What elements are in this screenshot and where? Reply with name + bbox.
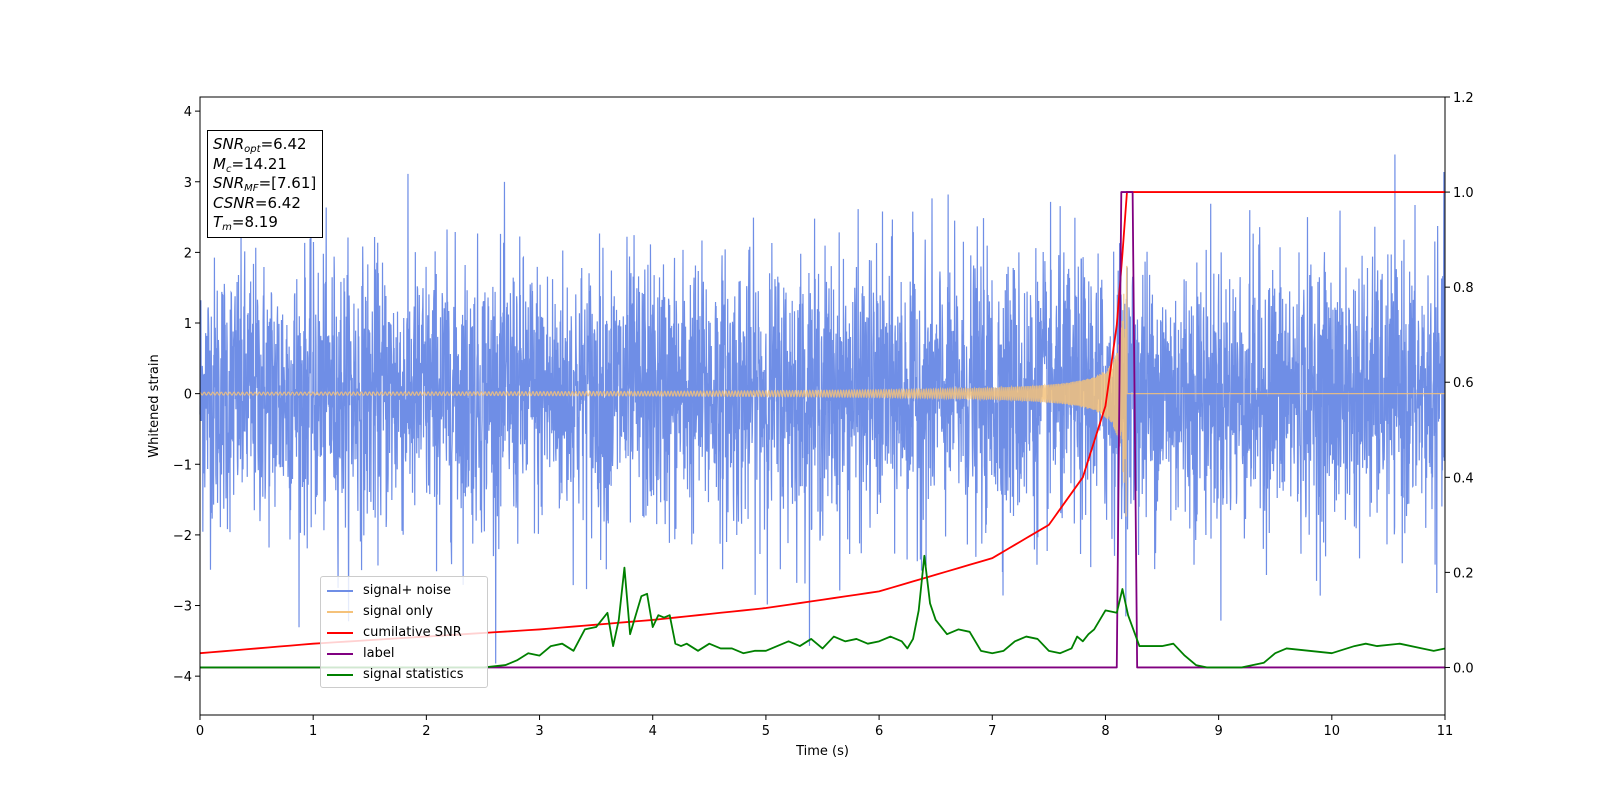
legend-item: label <box>325 643 483 664</box>
stats-row: SNRMF=[7.61] <box>213 174 316 194</box>
legend-item: signal only <box>325 601 483 622</box>
stats-symbol: M <box>213 154 226 173</box>
y-tick-label: 3 <box>184 176 192 191</box>
stats-value: =[7.61] <box>258 174 317 192</box>
legend-label: cumilative SNR <box>363 625 462 640</box>
stats-value: =14.21 <box>231 154 287 173</box>
series-signal-statistics <box>200 554 1446 669</box>
stats-row: Tm=8.19 <box>213 213 316 233</box>
y-tick-label: −1 <box>173 458 192 473</box>
stats-value: =6.42 <box>260 135 307 153</box>
x-tick-label: 7 <box>988 724 996 739</box>
x-tick-label: 4 <box>649 724 657 739</box>
y-right-tick-label: 0.4 <box>1453 471 1474 486</box>
series-line-signal-only <box>199 265 1445 517</box>
x-tick-label: 3 <box>535 724 543 739</box>
series-cumulative-snr <box>199 191 1445 655</box>
stats-symbol: CSNR <box>213 193 255 212</box>
y-right-tick-label: 1.2 <box>1453 91 1474 106</box>
series-label <box>200 191 1445 669</box>
plot-frame <box>199 96 1446 716</box>
y-tick-label: −2 <box>173 529 192 544</box>
legend-swatch <box>327 589 353 592</box>
legend-item: signal statistics <box>325 664 483 685</box>
y-right-tick-label: 0.2 <box>1453 566 1474 581</box>
legend-label: signal statistics <box>363 667 464 682</box>
x-tick-label: 6 <box>875 724 883 739</box>
legend-item: signal+ noise <box>325 580 483 601</box>
stats-value: =6.42 <box>254 193 301 212</box>
x-axis-label: Time (s) <box>795 744 849 759</box>
y-tick-label: 1 <box>184 317 192 332</box>
legend-swatch <box>327 631 353 634</box>
y-right-tick-label: 1.0 <box>1453 186 1474 201</box>
x-tick-label: 5 <box>762 724 770 739</box>
legend-swatch <box>327 610 353 613</box>
series-signal-only <box>199 265 1445 517</box>
legend-label: signal only <box>363 604 434 619</box>
y-tick-label: −3 <box>173 600 192 615</box>
y-axis-left: −4 −3 −2 −1 0 1 2 3 4 <box>173 105 200 685</box>
stats-subscript: c <box>225 163 232 175</box>
stats-symbol: SNR <box>213 174 245 192</box>
stats-subscript: opt <box>244 144 261 155</box>
y-axis-label: Whitened strain <box>147 354 162 457</box>
stats-annotation-box: SNRopt=6.42 Mc=14.21 SNRMF=[7.61] CSNR=6… <box>207 130 324 238</box>
y-right-tick-label: 0.8 <box>1453 281 1474 296</box>
stats-symbol: SNR <box>213 135 245 153</box>
y-tick-label: −4 <box>173 670 192 685</box>
x-tick-label: 9 <box>1214 724 1222 739</box>
stats-symbol: T <box>213 213 223 231</box>
stats-value: =8.19 <box>231 213 278 231</box>
stats-row: SNRopt=6.42 <box>213 135 316 155</box>
stats-subscript: MF <box>244 183 259 194</box>
y-tick-label: 2 <box>184 246 192 261</box>
x-axis: 0 1 2 3 4 5 6 7 8 9 10 11 <box>196 715 1453 739</box>
y-right-tick-label: 0.0 <box>1453 661 1474 676</box>
legend-label: label <box>363 646 395 661</box>
x-tick-label: 10 <box>1324 724 1341 739</box>
series-line-label <box>200 191 1445 669</box>
stats-row: CSNR=6.42 <box>213 194 316 214</box>
y-tick-label: 4 <box>184 105 192 120</box>
x-tick-label: 0 <box>196 724 204 739</box>
y-tick-label: 0 <box>184 388 192 403</box>
legend-swatch <box>327 673 353 676</box>
legend: signal+ noise signal only cumilative SNR… <box>320 576 488 688</box>
legend-label: signal+ noise <box>363 583 452 598</box>
series-line-cumulative-snr <box>199 191 1445 655</box>
series-line-signal-statistics <box>200 554 1446 669</box>
y-axis-right: 0.0 0.2 0.4 0.6 0.8 1.0 1.2 <box>1445 91 1474 676</box>
x-tick-label: 2 <box>422 724 430 739</box>
x-tick-label: 1 <box>309 724 317 739</box>
x-tick-label: 8 <box>1101 724 1109 739</box>
stats-row: Mc=14.21 <box>213 155 316 175</box>
legend-swatch <box>327 652 353 655</box>
legend-item: cumilative SNR <box>325 622 483 643</box>
stats-subscript: m <box>222 222 232 233</box>
y-right-tick-label: 0.6 <box>1453 376 1474 391</box>
x-tick-label: 11 <box>1437 724 1454 739</box>
